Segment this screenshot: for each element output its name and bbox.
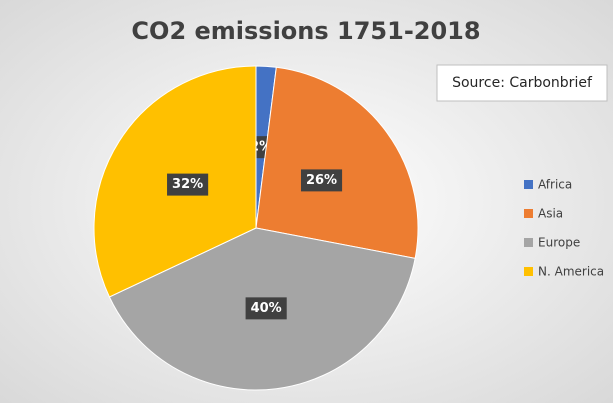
legend-swatch [524,180,533,189]
annotation-box [436,64,608,102]
pie-slice [255,66,419,259]
legend-swatch [524,267,533,276]
legend-swatch [524,209,533,218]
legend-label: Europe [538,236,580,250]
data-label: 40% [251,301,282,316]
data-label: 26% [306,173,337,188]
legend-label: Africa [538,178,572,192]
legend-label: Asia [538,207,563,221]
data-label: 32% [172,177,203,192]
annotation: Source: Carbonbrief [452,75,593,91]
legend-label: N. America [538,265,604,279]
data-label-box [167,173,209,196]
legend-swatch [524,238,533,247]
chart-title: CO2 emissions 1751-2018 [131,17,480,45]
pie: 2%26%40%32% [93,65,419,391]
data-label-box [300,169,343,192]
data-label-box [245,297,287,320]
legend: Africa Asia Europe N. America [524,178,604,279]
